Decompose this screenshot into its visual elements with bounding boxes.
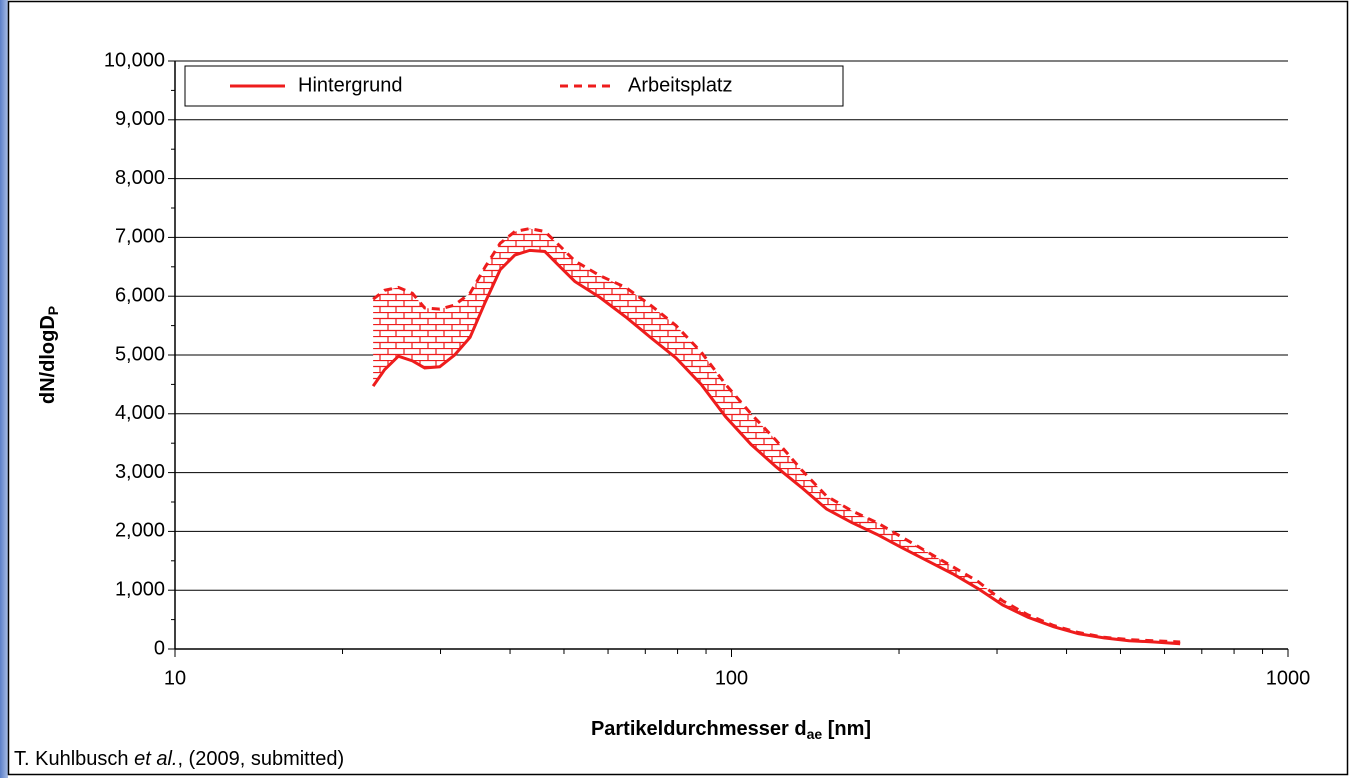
caption: T. Kuhlbusch et al., (2009, submitted) [14, 748, 344, 770]
legend: Hintergrund Arbeitsplatz [184, 65, 844, 107]
y-tick-label: 2,000 [115, 520, 165, 542]
legend-label: Arbeitsplatz [628, 74, 733, 96]
y-tick-label: 1,000 [115, 578, 165, 600]
x-tick-label: 100 [715, 667, 748, 689]
x-label-main: Partikeldurchmesser d [591, 718, 807, 740]
y-axis-label: dN/dlogDP [37, 306, 60, 404]
series-line [371, 248, 1181, 646]
caption-author: T. Kuhlbusch [14, 748, 134, 770]
y-tick-label: 7,000 [115, 226, 165, 248]
x-tick-label: 1000 [1266, 667, 1311, 689]
y-label-main: dN/dlogD [37, 315, 59, 404]
caption-rest: , (2009, submitted) [177, 748, 344, 770]
legend-label: Hintergrund [298, 74, 403, 96]
x-label-sub: ae [807, 726, 823, 742]
y-tick-label: 6,000 [115, 284, 165, 306]
chart-border [7, 0, 1349, 776]
y-tick-label: 9,000 [115, 108, 165, 130]
y-label-sub: P [45, 306, 61, 315]
x-axis-label: Partikeldurchmesser dae [nm] [591, 718, 871, 741]
caption-etal: et al. [134, 748, 177, 770]
x-tick-label: 10 [164, 667, 186, 689]
x-label-unit: [nm] [822, 718, 871, 740]
y-tick-label: 0 [154, 637, 165, 659]
y-tick-label: 8,000 [115, 167, 165, 189]
plot-area: 0 1,000 2,000 3,000 4,000 5,000 6,000 7,000 8,00… [104, 49, 1310, 689]
series-line [372, 227, 1181, 644]
y-tick-label: 10,000 [104, 49, 165, 71]
y-tick-label: 5,000 [115, 343, 165, 365]
y-tick-label: 3,000 [115, 461, 165, 483]
legend-box [184, 65, 844, 107]
side-strip [0, 0, 8, 778]
y-tick-label: 4,000 [115, 402, 165, 424]
